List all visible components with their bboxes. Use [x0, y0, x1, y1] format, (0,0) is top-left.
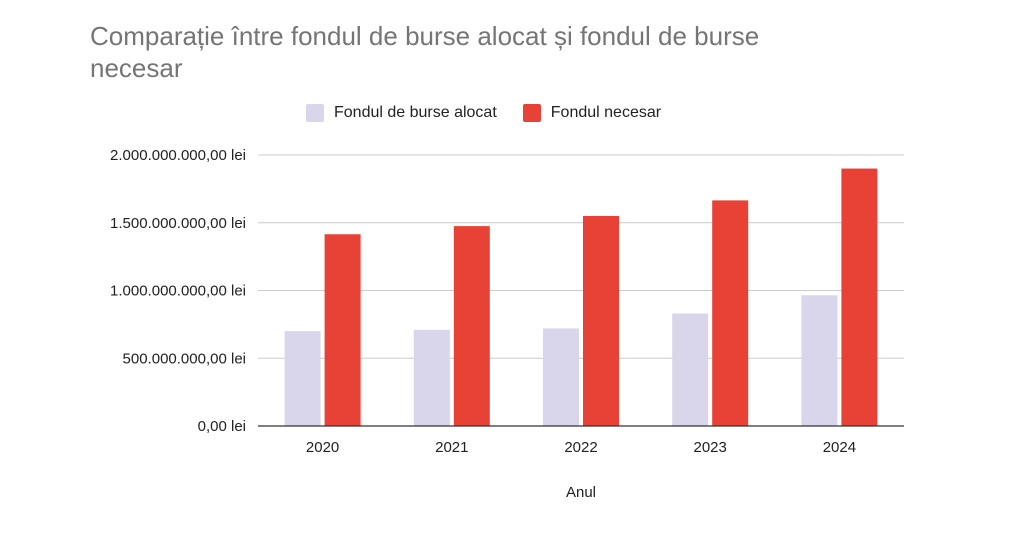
bar-allocated-2020 [284, 331, 321, 426]
bar-allocated-2024 [801, 295, 838, 426]
legend-item-required: Fondul necesar [522, 104, 662, 122]
y-tick-label: 0,00 lei [198, 418, 246, 435]
x-tick-label: 2022 [564, 439, 597, 456]
bar-required-2024 [841, 168, 878, 427]
y-tick-label: 2.000.000.000,00 lei [110, 147, 246, 164]
y-tick-label: 1.000.000.000,00 lei [110, 283, 246, 300]
bar-allocated-2023 [672, 313, 709, 426]
y-tick-label: 500.000.000,00 lei [123, 350, 246, 367]
legend-label-required: Fondul necesar [550, 104, 662, 121]
bar-allocated-2022 [543, 328, 579, 426]
legend-item-allocated: Fondul de burse alocat [306, 104, 497, 122]
x-tick-label: 2023 [694, 439, 727, 456]
chart-title: Comparație între fondul de burse alocat … [90, 21, 760, 83]
bar-allocated-2021 [413, 329, 450, 426]
x-tick-label: 2021 [435, 439, 468, 456]
x-tick-label: 2020 [306, 439, 339, 456]
bar-required-2020 [324, 234, 361, 426]
legend-label-allocated: Fondul de burse alocat [334, 104, 497, 121]
legend-swatch-allocated [306, 104, 324, 122]
legend-swatch-required [522, 104, 541, 122]
bar-required-2023 [712, 200, 749, 426]
x-axis-title: Anul [566, 484, 596, 501]
x-tick-label: 2024 [823, 439, 856, 456]
bar-required-2022 [583, 215, 619, 426]
legend: Fondul de burse alocat Fondul necesar [306, 104, 687, 122]
bar-required-2021 [453, 226, 490, 426]
y-tick-label: 1.500.000.000,00 lei [110, 215, 246, 232]
